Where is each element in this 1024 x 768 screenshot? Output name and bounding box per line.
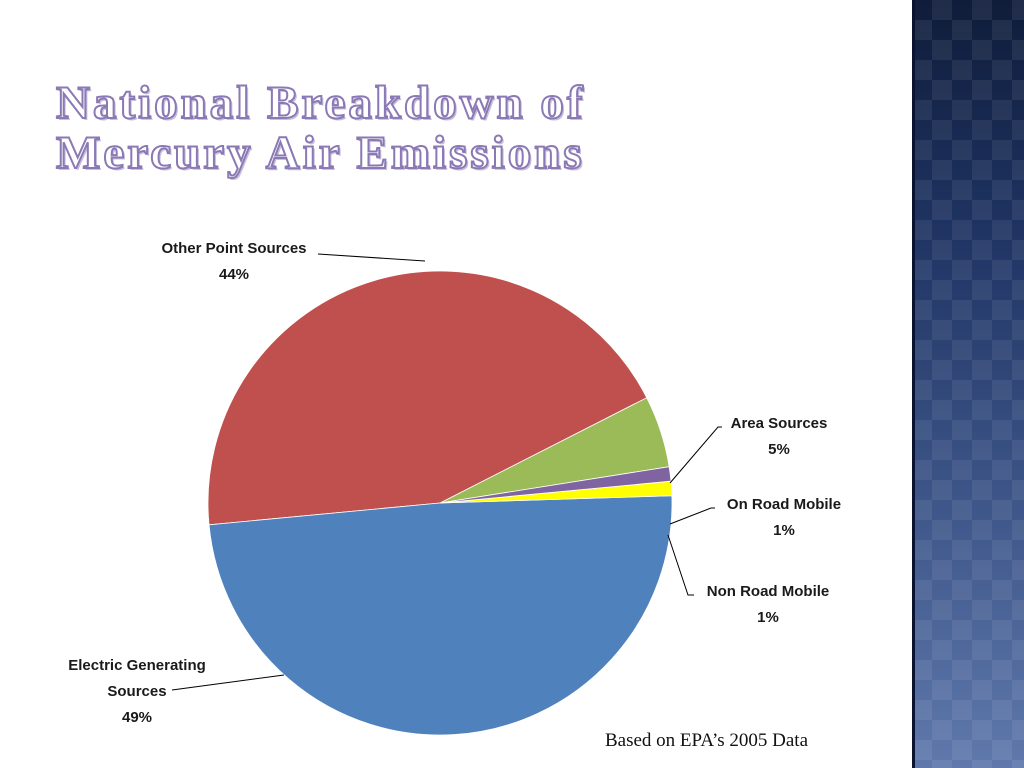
source-note: Based on EPA’s 2005 Data	[605, 730, 809, 751]
pie-slice-electric-generating-sources	[208, 495, 673, 736]
data-label-electric-generating-sources-line-3: 49%	[122, 709, 152, 726]
data-label-other-point-sources-line-1: Other Point Sources	[161, 240, 306, 257]
data-label-non-road-mobile-line-2: 1%	[757, 609, 779, 626]
leader-line-area-sources	[669, 426, 722, 484]
data-label-other-point-sources-line-2: 44%	[219, 266, 249, 283]
data-label-electric-generating-sources-line-1: Electric Generating	[68, 657, 206, 674]
data-label-non-road-mobile-line-1: Non Road Mobile	[707, 583, 830, 600]
pie-slices	[207, 270, 673, 736]
leader-line-electric-generating-sources	[171, 674, 285, 691]
leader-line-other-point-sources	[317, 253, 426, 262]
decorative-side-band	[912, 0, 1024, 768]
data-label-area-sources-line-1: Area Sources	[731, 415, 828, 432]
data-labels: Other Point Sources 44% Area Sources 5% On R…	[68, 240, 841, 726]
side-band-edge	[912, 0, 915, 768]
slide-title-line-2: Mercury Air Emissions	[55, 127, 585, 179]
data-label-on-road-mobile-line-1: On Road Mobile	[727, 496, 841, 513]
slide-title-line-1: National Breakdown of	[55, 77, 586, 129]
leader-line-non-road-mobile	[667, 534, 694, 596]
diamond-pattern	[912, 0, 1024, 768]
data-label-area-sources-line-2: 5%	[768, 441, 790, 458]
pie-slice-other-point-sources	[207, 270, 648, 526]
leader-line-on-road-mobile	[669, 507, 715, 525]
pie-chart: Other Point Sources 44% Area Sources 5% On R…	[68, 240, 841, 736]
data-label-electric-generating-sources-line-2: Sources	[107, 683, 166, 700]
data-label-on-road-mobile-line-2: 1%	[773, 522, 795, 539]
slide-title: National Breakdown of Mercury Air Emissi…	[55, 77, 896, 179]
leader-lines	[171, 253, 722, 691]
